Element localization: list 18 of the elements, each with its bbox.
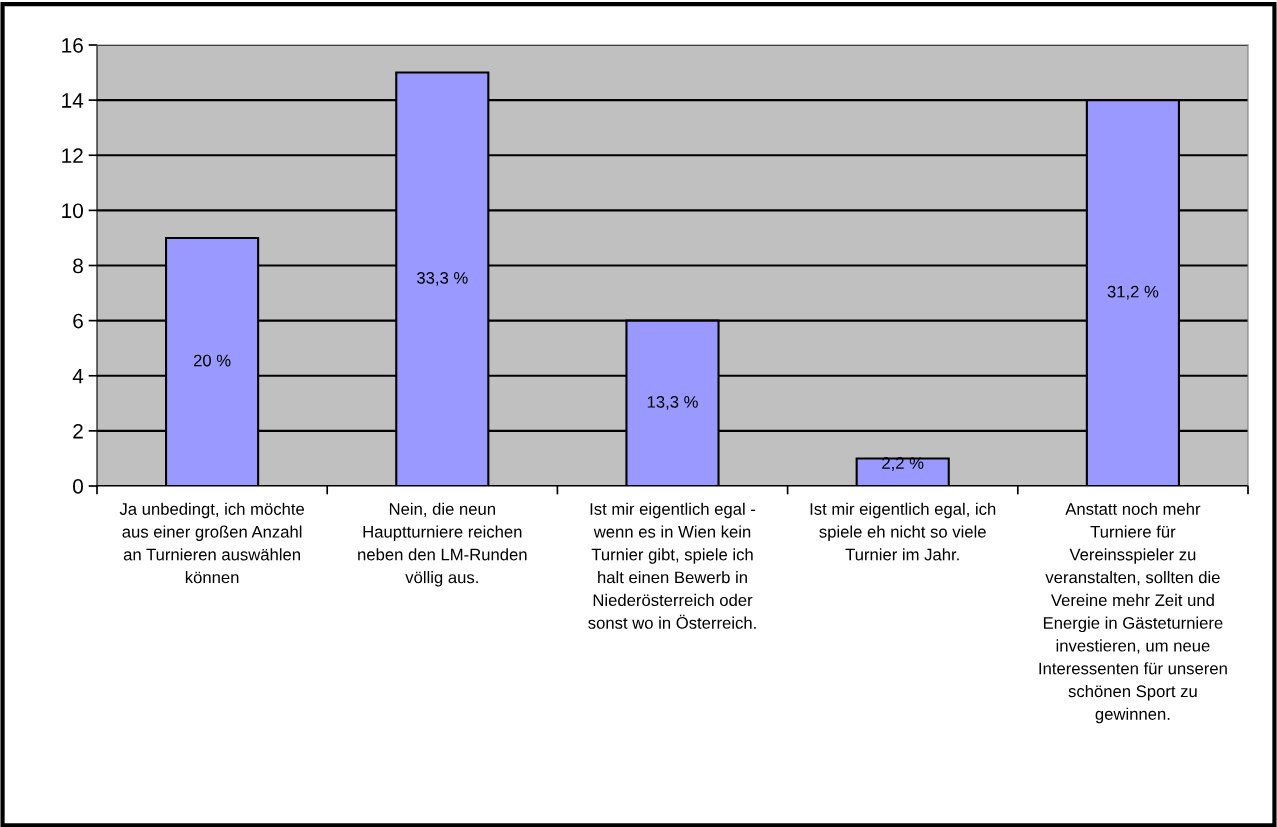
x-tick-label: Nein, die neun Hauptturniere reichen neben den LM-Runden völlig aus. <box>358 502 527 587</box>
y-tick-label: 16 <box>62 38 83 53</box>
y-tick-label: 10 <box>62 203 83 219</box>
x-tick-label: Ist mir eigentlich egal, ich spiele eh nicht so viele Turnier im Jahr. <box>810 502 996 561</box>
category-label: Anstatt noch mehr Turniere für Vereinsspieler zu veranstalten, sollten die Vereine mehr Zeit und Energie in Gästeturniere investieren, um neue Interessenten für unseren schönen Sport zu gewinnen. <box>1039 502 1227 724</box>
annotation: 33,3 % <box>416 271 468 286</box>
annotation: 13,3 % <box>647 395 698 410</box>
y-tick-label: 2 <box>73 423 83 439</box>
y-tick-label: 14 <box>62 93 84 108</box>
x-tick-label: Ja unbedingt, ich möchte aus einer großen Anzahl an Turnieren auswählen können <box>119 502 305 584</box>
y-tick-label: 12 <box>62 148 83 163</box>
y-tick-label: 8 <box>73 258 83 274</box>
annotation: 20 % <box>193 354 231 367</box>
x-tick-label: Ist mir eigentlich egal - wenn es in Wien kein Turnier gibt, spiele ich halt einen Bewerb in Niederösterreich oder sonst wo in Österreich. <box>588 502 756 629</box>
y-tick-label: 0 <box>73 479 83 494</box>
annotation: 31,2 % <box>1107 285 1159 300</box>
y-tick-label: 4 <box>72 368 84 384</box>
y-tick-label: 6 <box>73 313 83 329</box>
